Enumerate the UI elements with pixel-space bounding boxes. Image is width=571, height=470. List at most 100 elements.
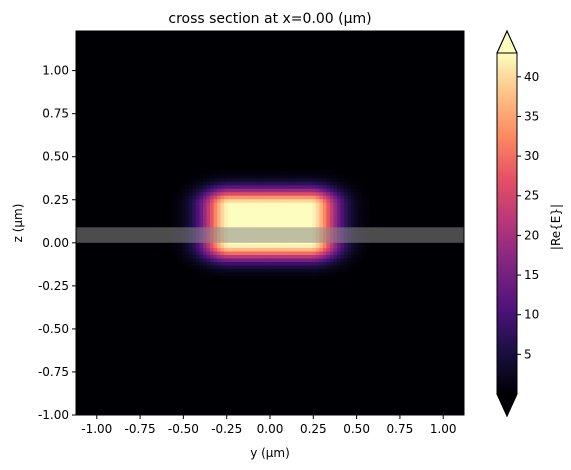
heatmap-cell — [273, 275, 278, 280]
heatmap-cell — [284, 254, 289, 259]
heatmap-cell — [291, 216, 296, 221]
heatmap-cell — [308, 254, 313, 259]
heatmap-cell — [312, 170, 317, 175]
heatmap-cell — [305, 223, 310, 228]
heatmap-cell — [347, 198, 352, 203]
heatmap-cell — [337, 198, 342, 203]
heatmap-cell — [329, 268, 335, 273]
heatmap-cell — [262, 275, 268, 280]
heatmap-cell — [284, 170, 289, 175]
heatmap-cell — [210, 268, 215, 273]
heatmap-cell — [277, 219, 282, 224]
heatmap-cell — [231, 268, 236, 273]
heatmap-cell — [227, 219, 232, 224]
heatmap-cell — [224, 202, 229, 207]
heatmap-cell — [234, 257, 239, 262]
heatmap-cell — [312, 181, 317, 186]
heatmap-cell — [178, 188, 183, 193]
heatmap-cell — [181, 198, 186, 203]
heatmap-cell — [234, 264, 239, 269]
heatmap-cell — [241, 188, 246, 193]
heatmap-cell — [308, 247, 313, 252]
heatmap-cell — [227, 271, 232, 276]
heatmap-cell — [305, 250, 310, 256]
colorbar-tick-label: 10 — [524, 308, 539, 322]
heatmap-cell — [287, 254, 292, 259]
heatmap-cell — [277, 275, 282, 280]
heatmap-cell — [280, 184, 285, 189]
heatmap-cell — [333, 247, 338, 252]
heatmap-cell — [227, 247, 232, 252]
heatmap-cell — [312, 195, 317, 200]
heatmap-cell — [312, 177, 317, 182]
heatmap-cell — [340, 205, 345, 210]
heatmap-cell — [241, 177, 246, 182]
heatmap-cell — [351, 261, 356, 266]
heatmap-cell — [234, 250, 239, 256]
colorbar-tick-label: 15 — [524, 268, 539, 282]
heatmap-cell — [354, 195, 359, 200]
heatmap-cell — [262, 177, 268, 182]
heatmap-cell — [185, 254, 190, 259]
heatmap-cell — [351, 181, 356, 186]
heatmap-cell — [227, 212, 232, 217]
heatmap-cell — [287, 268, 292, 273]
heatmap-cell — [199, 223, 204, 228]
heatmap-cell — [252, 247, 257, 252]
heatmap-cell — [315, 275, 320, 280]
heatmap-cell — [337, 271, 342, 276]
heatmap-cell — [298, 264, 303, 269]
heatmap-cell — [199, 202, 204, 207]
heatmap-cell — [227, 275, 232, 280]
heatmap-cell — [210, 174, 215, 179]
heatmap-cell — [351, 191, 356, 196]
heatmap-cell — [315, 243, 320, 249]
heatmap-cell — [273, 247, 278, 252]
heatmap-cell — [280, 216, 285, 221]
heatmap-cell — [181, 188, 186, 193]
heatmap-cell — [351, 250, 356, 256]
heatmap-cell — [202, 188, 208, 193]
heatmap-cell — [333, 257, 338, 262]
heatmap-cell — [358, 247, 363, 252]
heatmap-cell — [202, 261, 208, 266]
heatmap-cell — [298, 250, 303, 256]
colorbar-frame — [496, 29, 518, 418]
heatmap-cell — [224, 191, 229, 196]
heatmap-cell — [326, 202, 331, 207]
heatmap-cell — [252, 170, 257, 175]
heatmap-cell — [174, 202, 179, 207]
heatmap-cell — [284, 223, 289, 228]
heatmap-cell — [361, 247, 366, 252]
heatmap-cell — [252, 188, 257, 193]
heatmap-cell — [294, 188, 299, 193]
x-tick-label: -1.00 — [81, 422, 112, 436]
heatmap-cell — [347, 223, 352, 228]
heatmap-cell — [259, 264, 264, 269]
heatmap-cell — [195, 174, 201, 179]
heatmap-cell — [326, 209, 331, 214]
heatmap-cell — [248, 174, 253, 179]
heatmap-cell — [273, 261, 278, 266]
heatmap-cell — [270, 243, 275, 249]
heatmap-cell — [213, 198, 218, 203]
heatmap-cell — [280, 191, 285, 196]
heatmap-cell — [312, 254, 317, 259]
heatmap-cell — [280, 247, 285, 252]
heatmap-cell — [273, 202, 278, 207]
heatmap-cell — [188, 181, 193, 186]
heatmap-cell — [329, 264, 335, 269]
heatmap-cell — [199, 250, 204, 256]
heatmap-cell — [337, 254, 342, 259]
heatmap-cell — [298, 184, 303, 189]
heatmap-cell — [224, 181, 229, 186]
heatmap-cell — [220, 184, 225, 189]
heatmap-cell — [322, 198, 328, 203]
heatmap-cell — [270, 264, 275, 269]
heatmap-cell — [252, 177, 257, 182]
heatmap-cell — [354, 209, 359, 214]
heatmap-cell — [188, 254, 193, 259]
heatmap-cell — [224, 243, 229, 249]
heatmap-cell — [329, 170, 335, 175]
heatmap-cell — [220, 212, 225, 217]
